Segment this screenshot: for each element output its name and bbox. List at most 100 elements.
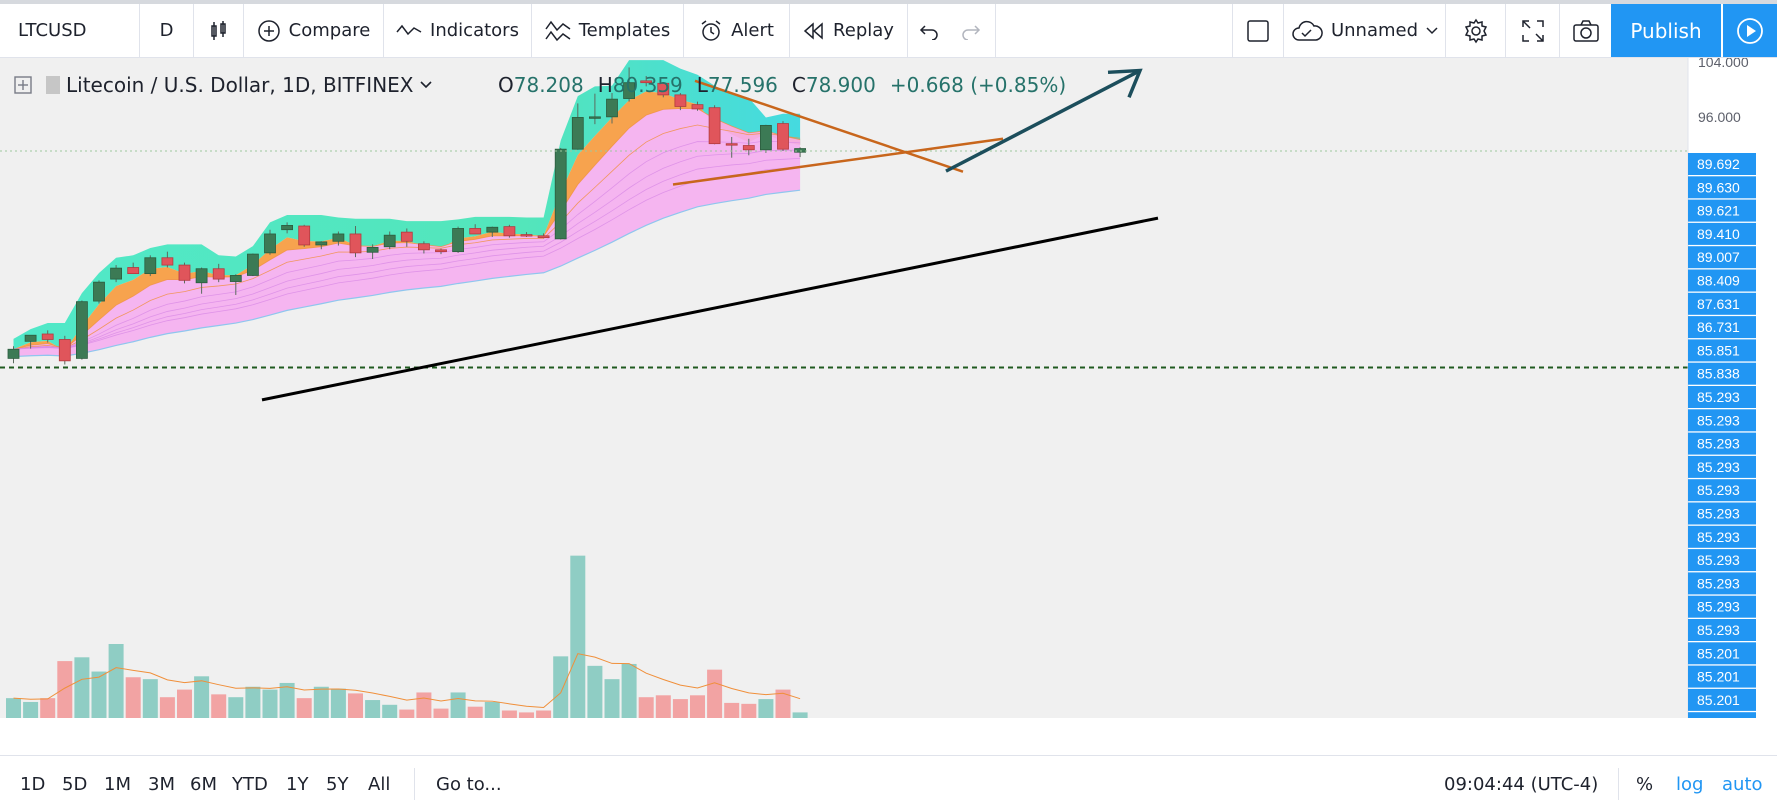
volume-bar bbox=[553, 656, 569, 718]
range-button-5d[interactable]: 5D bbox=[62, 773, 88, 795]
range-button-3m[interactable]: 3M bbox=[148, 773, 175, 795]
arrow-head bbox=[1107, 68, 1143, 98]
alert-button[interactable]: Alert bbox=[684, 4, 790, 57]
candle-body bbox=[537, 235, 550, 239]
volume-bar bbox=[211, 694, 227, 718]
candle bbox=[58, 335, 71, 365]
candle bbox=[127, 262, 140, 275]
open-value: 78.208 bbox=[513, 73, 584, 97]
price-tag-label: 85.838 bbox=[1697, 366, 1740, 382]
layout-name-label: Unnamed bbox=[1330, 20, 1419, 41]
symbol-search[interactable]: LTCUSD bbox=[0, 4, 140, 57]
volume-bar bbox=[382, 704, 398, 718]
price-tag-label: 85.293 bbox=[1697, 482, 1740, 498]
fullscreen-button[interactable] bbox=[1506, 4, 1560, 57]
candle bbox=[742, 138, 755, 156]
clock[interactable]: 09:04:44 (UTC-4) bbox=[1444, 756, 1598, 812]
candle-body bbox=[349, 233, 362, 254]
candle-body bbox=[640, 80, 653, 84]
range-button-1m[interactable]: 1M bbox=[104, 773, 131, 795]
candle-body bbox=[794, 148, 806, 153]
candle bbox=[93, 280, 105, 304]
range-button-all[interactable]: All bbox=[368, 773, 391, 795]
publish-button[interactable]: Publish bbox=[1611, 4, 1721, 57]
replay-label: Replay bbox=[833, 20, 894, 41]
layout-name-button[interactable]: Unnamed bbox=[1284, 4, 1446, 57]
price-tag-label: 85.293 bbox=[1697, 599, 1740, 615]
candle-body bbox=[195, 268, 208, 284]
range-button-1d[interactable]: 1D bbox=[20, 773, 46, 795]
price-tag-label: 89.630 bbox=[1697, 179, 1740, 195]
range-button-1y[interactable]: 1Y bbox=[286, 773, 309, 795]
chart-style-button[interactable] bbox=[194, 4, 244, 57]
price-tag bbox=[1688, 619, 1756, 641]
price-tag-label: 89.007 bbox=[1697, 249, 1740, 265]
volume-bar bbox=[707, 669, 723, 718]
candle-body bbox=[606, 98, 618, 118]
candle-body bbox=[366, 246, 379, 253]
price-tag bbox=[1688, 153, 1756, 175]
goto-label: Go to... bbox=[436, 773, 502, 795]
replay-button[interactable]: Replay bbox=[790, 4, 908, 57]
ohlc-values: O78.208 H80.359 L77.596 C78.900 +0.668 (… bbox=[498, 70, 1066, 100]
expand-legend-icon[interactable] bbox=[14, 76, 32, 94]
compare-button[interactable]: Compare bbox=[244, 4, 384, 57]
range-button-ytd[interactable]: YTD bbox=[232, 773, 268, 795]
ribbon-lower-line bbox=[13, 189, 801, 358]
candle-body bbox=[298, 225, 311, 246]
redo-button[interactable] bbox=[948, 4, 996, 57]
indicators-icon bbox=[396, 24, 422, 35]
chart-legend: Litecoin / U.S. Dollar, 1D, BITFINEX bbox=[14, 70, 432, 100]
fullscreen-layout-button[interactable] bbox=[1232, 4, 1284, 57]
settings-button[interactable] bbox=[1446, 4, 1506, 57]
candle bbox=[366, 244, 379, 259]
candle bbox=[315, 241, 328, 250]
candle-body bbox=[24, 334, 37, 342]
undo-button[interactable] bbox=[908, 4, 948, 57]
candle bbox=[725, 136, 738, 158]
indicators-button[interactable]: Indicators bbox=[384, 4, 532, 57]
goto-button[interactable]: Go to... bbox=[436, 756, 502, 812]
price-axis[interactable]: 104.000 96.000 89.692 89.630 89.621 89.410 89.… bbox=[1687, 58, 1777, 718]
candle-body bbox=[212, 268, 225, 280]
volume-bar bbox=[741, 703, 757, 718]
price-tag bbox=[1688, 455, 1756, 478]
drawings-layer bbox=[0, 68, 1688, 402]
log-toggle[interactable]: log bbox=[1676, 756, 1703, 812]
close-value: 78.900 bbox=[805, 73, 876, 97]
price-tick-label: 104.000 bbox=[1698, 58, 1749, 70]
volume-bar bbox=[604, 679, 620, 718]
candle-body bbox=[742, 145, 755, 151]
volume-bar bbox=[125, 677, 141, 718]
percent-toggle[interactable]: % bbox=[1636, 756, 1653, 812]
ribbon-ma-line bbox=[13, 124, 801, 350]
chevron-down-icon[interactable] bbox=[419, 81, 432, 89]
templates-button[interactable]: Templates bbox=[532, 4, 684, 57]
range-button-6m[interactable]: 6M bbox=[190, 773, 217, 795]
candle-body bbox=[657, 82, 670, 96]
legend-title[interactable]: Litecoin / U.S. Dollar, 1D, BITFINEX bbox=[66, 73, 414, 97]
expand-icon bbox=[1521, 19, 1544, 42]
price-chart[interactable]: 104.000 96.000 89.692 89.630 89.621 89.410 89.… bbox=[0, 58, 1777, 718]
cloud-icon bbox=[1292, 20, 1323, 41]
price-tag bbox=[1688, 339, 1756, 362]
volume-bar bbox=[74, 657, 90, 718]
volume-bar bbox=[330, 688, 346, 718]
candle-body bbox=[161, 257, 174, 266]
price-tag-label: 85.851 bbox=[1697, 342, 1740, 358]
price-tag bbox=[1688, 316, 1756, 339]
replay-play-button[interactable] bbox=[1723, 4, 1777, 57]
volume-bar bbox=[57, 661, 73, 718]
chart-area[interactable]: 104.000 96.000 89.692 89.630 89.621 89.410 89.… bbox=[0, 58, 1777, 718]
interval-button[interactable]: D bbox=[140, 4, 194, 57]
volume-bar bbox=[724, 702, 740, 718]
indicators-label: Indicators bbox=[430, 20, 519, 41]
rewind-icon bbox=[803, 21, 823, 40]
range-button-5y[interactable]: 5Y bbox=[326, 773, 349, 795]
volume-bar bbox=[40, 698, 56, 718]
candles-icon bbox=[210, 20, 226, 40]
auto-toggle[interactable]: auto bbox=[1722, 756, 1763, 812]
snapshot-button[interactable] bbox=[1560, 4, 1611, 57]
candle-body bbox=[777, 123, 789, 150]
price-tag-label: 85.293 bbox=[1697, 529, 1740, 545]
